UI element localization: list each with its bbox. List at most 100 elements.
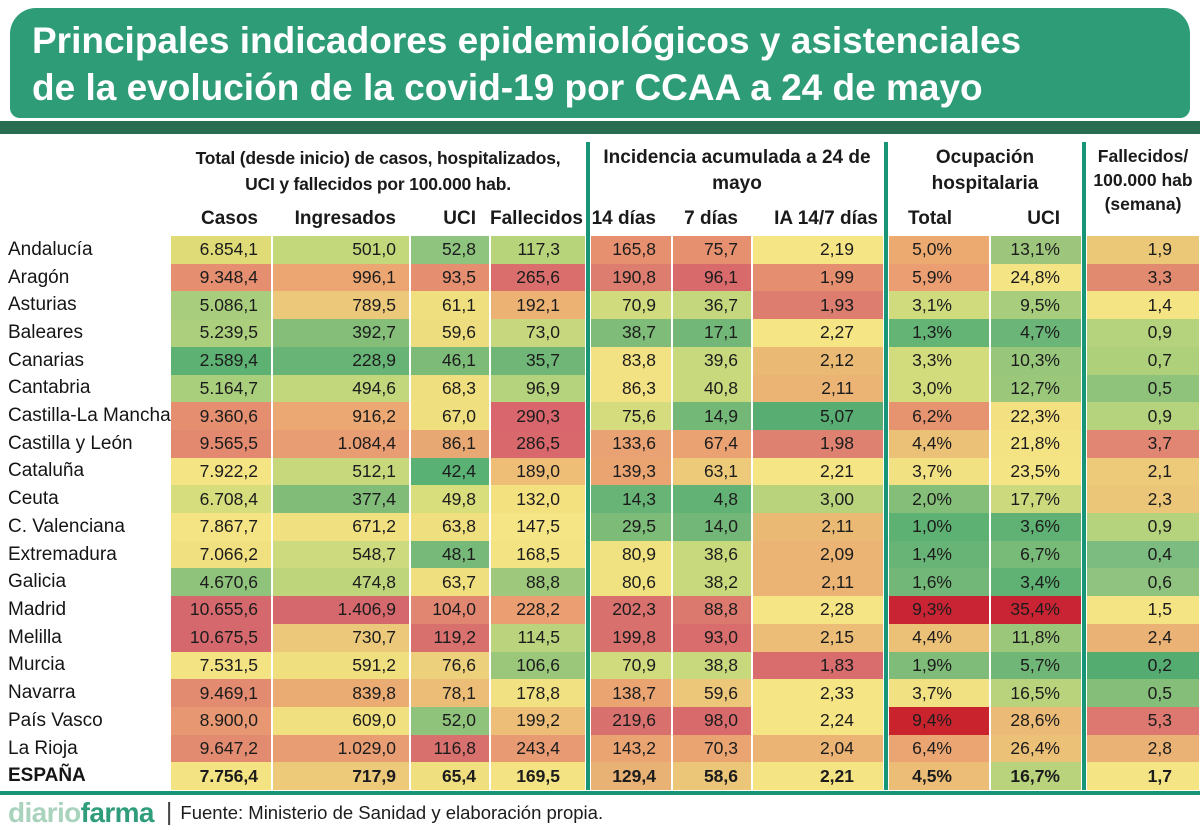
value-cell: 0,6 (1087, 568, 1199, 597)
value-cell: 1,99 (753, 263, 883, 292)
value-cell: 265,6 (491, 263, 585, 292)
region-label: Andalucía (8, 238, 93, 260)
value-cell: 3,00 (753, 485, 883, 514)
value-cell: 133,6 (591, 429, 671, 458)
value-cell: 7.922,2 (171, 457, 271, 486)
value-cell: 0,7 (1087, 346, 1199, 375)
value-cell: 2,21 (753, 457, 883, 486)
value-cell: 789,5 (273, 291, 409, 320)
value-cell: 83,8 (591, 346, 671, 375)
value-cell: 192,1 (491, 291, 585, 320)
table-row: Castilla-La Mancha 9.360,6 916,2 67,0 290,3 7… (0, 402, 1200, 430)
value-cell: 3,0% (889, 374, 989, 403)
value-cell: 168,5 (491, 540, 585, 569)
value-cell: 1,83 (753, 651, 883, 680)
value-cell: 80,6 (591, 568, 671, 597)
value-cell: 3,7 (1087, 429, 1199, 458)
table-row: Cataluña 7.922,2 512,1 42,4 189,0 139,3 63,1 2,… (0, 457, 1200, 486)
region-label: País Vasco (8, 709, 103, 731)
group-divider-3 (1082, 142, 1086, 790)
value-cell: 59,6 (673, 679, 751, 707)
banner-underline (0, 121, 1200, 134)
table-row: Baleares 5.239,5 392,7 59,6 73,0 38,7 17,1 2,27… (0, 319, 1200, 347)
value-cell: 106,6 (491, 651, 585, 680)
region-label: ESPAÑA (8, 765, 86, 787)
value-cell: 22,3% (991, 402, 1081, 430)
value-cell: 5,0% (889, 236, 989, 264)
region-label: Melilla (8, 626, 62, 648)
value-cell: 996,1 (273, 263, 409, 292)
value-cell: 63,7 (411, 568, 489, 597)
value-cell: 143,2 (591, 734, 671, 763)
value-cell: 3,7% (889, 679, 989, 707)
value-cell: 6.854,1 (171, 236, 271, 264)
value-cell: 75,7 (673, 236, 751, 264)
value-cell: 6,7% (991, 540, 1081, 569)
value-cell: 0,4 (1087, 540, 1199, 569)
value-cell: 730,7 (273, 623, 409, 652)
value-cell: 86,3 (591, 374, 671, 403)
value-cell: 2,11 (753, 513, 883, 541)
value-cell: 26,4% (991, 734, 1081, 763)
value-cell: 40,8 (673, 374, 751, 403)
value-cell: 2,4 (1087, 623, 1199, 652)
column-header-ocupacion-uci: UCI (1027, 208, 1060, 229)
value-cell: 9,4% (889, 706, 989, 735)
value-cell: 1,5 (1087, 596, 1199, 624)
value-cell: 1.406,9 (273, 596, 409, 624)
table-header: Total (desde inicio) de casos, hospitali… (0, 142, 1200, 236)
region-label: La Rioja (8, 737, 78, 759)
value-cell: 916,2 (273, 402, 409, 430)
value-cell: 1,98 (753, 429, 883, 458)
value-cell: 96,9 (491, 374, 585, 403)
value-cell: 38,8 (673, 651, 751, 680)
value-cell: 228,9 (273, 346, 409, 375)
value-cell: 4,4% (889, 623, 989, 652)
value-cell: 169,5 (491, 762, 585, 791)
value-cell: 68,3 (411, 374, 489, 403)
column-header-ingresados: Ingresados (294, 208, 396, 229)
value-cell: 392,7 (273, 319, 409, 347)
value-cell: 0,9 (1087, 513, 1199, 541)
value-cell: 548,7 (273, 540, 409, 569)
table-row: Aragón 9.348,4 996,1 93,5 265,6 190,8 96,1 1,99… (0, 263, 1200, 292)
value-cell: 243,4 (491, 734, 585, 763)
value-cell: 1.084,4 (273, 429, 409, 458)
value-cell: 7.066,2 (171, 540, 271, 569)
value-cell: 2,27 (753, 319, 883, 347)
region-label: Navarra (8, 682, 76, 704)
value-cell: 61,1 (411, 291, 489, 320)
table-bottom-rule (0, 791, 1200, 795)
value-cell: 671,2 (273, 513, 409, 541)
value-cell: 119,2 (411, 623, 489, 652)
table-row: C. Valenciana 7.867,7 671,2 63,8 147,5 29,5 14… (0, 513, 1200, 541)
table-row: Asturias 5.086,1 789,5 61,1 192,1 70,9 36,7 1,9… (0, 291, 1200, 320)
region-label: Murcia (8, 654, 66, 676)
table-row: La Rioja 9.647,2 1.029,0 116,8 243,4 143,2 70,… (0, 734, 1200, 763)
value-cell: 28,6% (991, 706, 1081, 735)
value-cell: 132,0 (491, 485, 585, 514)
value-cell: 3,7% (889, 457, 989, 486)
value-cell: 116,8 (411, 734, 489, 763)
table-row: Andalucía 6.854,1 501,0 52,8 117,3 165,8 75,7 2… (0, 236, 1200, 264)
value-cell: 9.565,5 (171, 429, 271, 458)
value-cell: 75,6 (591, 402, 671, 430)
value-cell: 717,9 (273, 762, 409, 791)
value-cell: 1,6% (889, 568, 989, 597)
column-header-7-dias: 7 días (684, 208, 738, 229)
value-cell: 93,0 (673, 623, 751, 652)
value-cell: 2,11 (753, 374, 883, 403)
value-cell: 7.756,4 (171, 762, 271, 791)
table-row: ESPAÑA 7.756,4 717,9 65,4 169,5 129,4 58,6 2,21… (0, 762, 1200, 791)
value-cell: 1,9% (889, 651, 989, 680)
source-text: Fuente: Ministerio de Sanidad y elaborac… (180, 801, 604, 823)
region-label: Castilla y León (8, 432, 133, 454)
value-cell: 3,1% (889, 291, 989, 320)
value-cell: 129,4 (591, 762, 671, 791)
table-row: Melilla 10.675,5 730,7 119,2 114,5 199,8 93,0 2… (0, 623, 1200, 652)
value-cell: 17,1 (673, 319, 751, 347)
value-cell: 1,0% (889, 513, 989, 541)
value-cell: 39,6 (673, 346, 751, 375)
value-cell: 3,6% (991, 513, 1081, 541)
value-cell: 16,5% (991, 679, 1081, 707)
